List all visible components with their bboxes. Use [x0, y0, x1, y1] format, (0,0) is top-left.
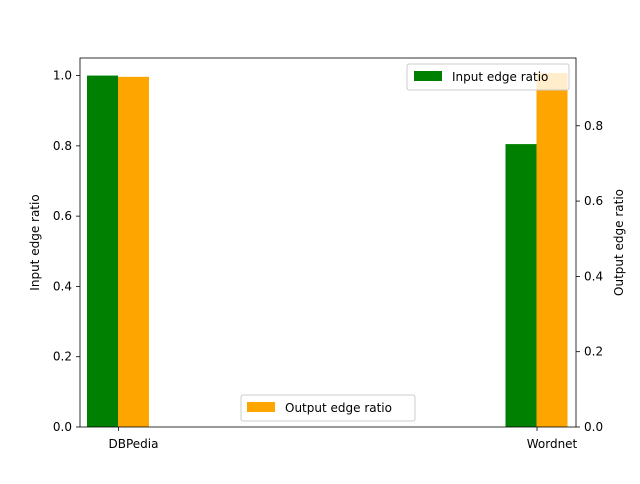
right-tick-label: 0.0: [584, 420, 603, 434]
legend-input-swatch: [414, 71, 442, 81]
left-tick-label: 1.0: [53, 69, 72, 83]
bar-output-wordnet: [536, 73, 568, 428]
left-tick-label: 0.2: [53, 350, 72, 364]
left-axis-label: Input edge ratio: [28, 194, 42, 290]
right-tick-label: 0.6: [584, 194, 603, 208]
right-tick-label: 0.8: [584, 119, 603, 133]
legend-input-box: [406, 63, 570, 91]
x-tick-label-wordnet: Wordnet: [527, 437, 578, 451]
legend-input-label: Input edge ratio: [452, 70, 548, 84]
right-tick-label: 0.4: [584, 269, 603, 283]
right-axis-label: Output edge ratio: [612, 189, 626, 296]
left-tick-label: 0.0: [53, 420, 72, 434]
legend-output-label: Output edge ratio: [285, 401, 392, 415]
legend-output-swatch: [247, 402, 275, 412]
bar-output-dbpedia: [118, 76, 149, 427]
left-tick-label: 0.8: [53, 139, 72, 153]
left-axis-ticks: 0.0 0.2 0.4 0.6 0.8 1.0: [53, 69, 80, 434]
bars-layer: [87, 73, 568, 428]
right-axis-ticks: 0.0 0.2 0.4 0.6 0.8: [576, 119, 603, 434]
left-tick-label: 0.6: [53, 209, 72, 223]
right-tick-label: 0.2: [584, 345, 603, 359]
left-tick-label: 0.4: [53, 279, 72, 293]
legend-input: Input edge ratio: [406, 63, 570, 91]
x-axis-ticks: DBPedia Wordnet: [109, 427, 578, 451]
legend-output: Output edge ratio: [240, 394, 416, 422]
bar-input-dbpedia: [87, 75, 118, 428]
legend-output-box: [240, 394, 416, 422]
bar-input-wordnet: [505, 144, 537, 427]
plot-frame: [79, 57, 577, 428]
x-tick-label-dbpedia: DBPedia: [109, 437, 159, 451]
